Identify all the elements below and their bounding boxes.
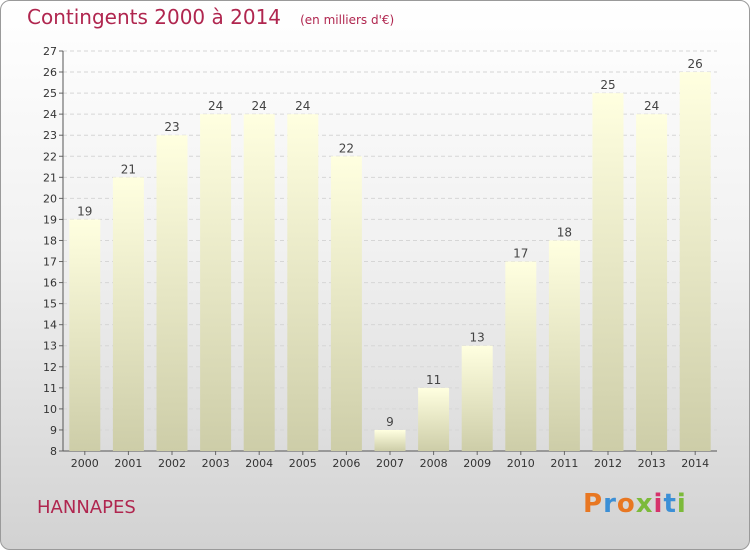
y-tick-label: 19 — [43, 213, 57, 226]
data-label-2000: 19 — [77, 204, 92, 218]
y-tick-label: 24 — [43, 108, 57, 121]
y-tick-label: 26 — [43, 66, 57, 79]
bar-2008 — [418, 387, 450, 451]
y-tick-label: 25 — [43, 87, 57, 100]
proxiti-logo: Proxiti — [583, 489, 687, 519]
bar-2011 — [548, 240, 580, 451]
y-tick-label: 11 — [43, 382, 57, 395]
data-label-2011: 18 — [557, 225, 572, 239]
x-tick-label-2012: 2012 — [594, 457, 622, 470]
logo-letter: P — [583, 489, 604, 519]
y-tick-label: 21 — [43, 171, 57, 184]
bar-2006 — [330, 156, 362, 451]
data-label-2004: 24 — [252, 99, 267, 113]
x-tick-label-2007: 2007 — [376, 457, 404, 470]
data-label-2005: 24 — [295, 99, 310, 113]
y-tick-label: 20 — [43, 192, 57, 205]
x-tick-label-2004: 2004 — [245, 457, 273, 470]
y-tick-label: 13 — [43, 340, 57, 353]
bar-2013 — [636, 114, 668, 451]
y-tick-label: 12 — [43, 361, 57, 374]
commune-name: HANNAPES — [37, 497, 136, 518]
x-tick-label-2003: 2003 — [202, 457, 230, 470]
x-tick-label-2006: 2006 — [332, 457, 360, 470]
bar-2001 — [112, 177, 144, 451]
y-tick-label: 16 — [43, 277, 57, 290]
bars: 19 21 23 24 24 24 22 9 11 13 17 18 25 24 26 — [69, 57, 711, 452]
bar-2012 — [592, 93, 624, 452]
data-label-2014: 26 — [688, 57, 703, 71]
data-label-2002: 23 — [164, 120, 179, 134]
x-tick-label-2014: 2014 — [681, 457, 709, 470]
data-label-2008: 11 — [426, 373, 441, 387]
x-tick-label-2009: 2009 — [463, 457, 491, 470]
y-tick-label: 8 — [50, 445, 57, 458]
bar-2003 — [200, 114, 232, 451]
x-tick-label-2013: 2013 — [638, 457, 666, 470]
x-tick-label-2005: 2005 — [289, 457, 317, 470]
data-label-2010: 17 — [513, 247, 528, 261]
x-tick-label-2011: 2011 — [550, 457, 578, 470]
y-tick-label: 18 — [43, 234, 57, 247]
bar-2007 — [374, 429, 406, 451]
bar-2005 — [287, 114, 319, 451]
logo-letter: t — [663, 489, 677, 519]
x-tick-label-2000: 2000 — [71, 457, 99, 470]
data-label-2001: 21 — [121, 162, 136, 176]
x-tick-label-2010: 2010 — [507, 457, 535, 470]
chart-title: Contingents 2000 à 2014 — [27, 5, 282, 29]
y-tick-label: 9 — [50, 424, 57, 437]
y-tick-label: 15 — [43, 298, 57, 311]
bar-2010 — [505, 261, 537, 451]
data-label-2006: 22 — [339, 141, 354, 155]
data-label-2007: 9 — [386, 415, 394, 429]
bar-2009 — [461, 345, 493, 451]
x-tick-label-2008: 2008 — [420, 457, 448, 470]
logo-letter: i — [653, 489, 664, 519]
y-tick-label: 14 — [43, 319, 57, 332]
logo-letter: x — [635, 489, 654, 519]
bar-2014 — [679, 72, 711, 451]
y-tick-label: 27 — [43, 45, 57, 58]
logo-letter: o — [616, 489, 636, 519]
bar-2004 — [243, 114, 275, 451]
bar-2000 — [69, 219, 101, 451]
logo-letter: r — [603, 489, 617, 519]
data-label-2012: 25 — [600, 78, 615, 92]
x-tick-label-2001: 2001 — [114, 457, 142, 470]
x-tick-label-2002: 2002 — [158, 457, 186, 470]
data-label-2009: 13 — [470, 331, 485, 345]
axes: 8 9 10 11 12 13 14 15 16 17 18 19 20 21 22 23 24 25 26 27 20… — [43, 45, 717, 470]
y-tick-label: 17 — [43, 256, 57, 269]
chart-title-block: Contingents 2000 à 2014 (en milliers d'€… — [27, 5, 394, 29]
data-label-2003: 24 — [208, 99, 223, 113]
y-tick-label: 22 — [43, 150, 57, 163]
chart-unit-note: (en milliers d'€) — [300, 13, 395, 27]
data-label-2013: 24 — [644, 99, 659, 113]
bar-2002 — [156, 135, 188, 452]
y-tick-label: 23 — [43, 129, 57, 142]
y-tick-label: 10 — [43, 403, 57, 416]
logo-letter: i — [676, 489, 687, 519]
